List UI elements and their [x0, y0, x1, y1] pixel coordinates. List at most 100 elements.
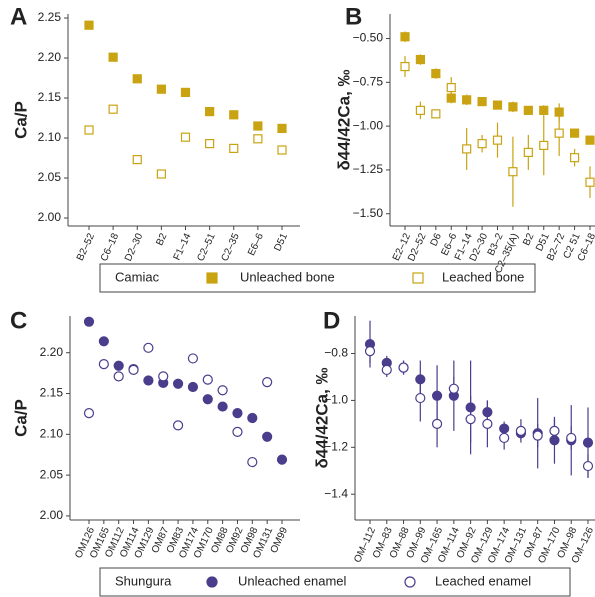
point — [187, 353, 199, 364]
point — [431, 418, 443, 429]
point — [232, 426, 243, 437]
y-tick-label: 2.20 — [38, 50, 62, 64]
point — [582, 437, 594, 448]
x-tick-label: C6–18 — [99, 231, 122, 263]
point — [569, 153, 580, 163]
point — [205, 106, 215, 117]
y-tick-label: 2.20 — [40, 345, 64, 359]
point — [585, 135, 595, 145]
point — [180, 87, 191, 98]
point — [84, 125, 94, 135]
point — [108, 52, 118, 62]
point — [492, 100, 503, 110]
legend-box — [99, 263, 536, 293]
point — [113, 360, 124, 371]
point — [477, 97, 487, 107]
point — [515, 425, 527, 436]
panel-label: C — [10, 307, 27, 334]
y-axis-label: Ca/P — [11, 101, 30, 139]
point — [462, 95, 472, 105]
x-tick-label: D51 — [272, 231, 290, 253]
y-tick-label: −1.00 — [353, 118, 384, 132]
legend-label: Unleached enamel — [238, 573, 347, 588]
y-tick-label: 2.10 — [38, 130, 62, 144]
y-tick-label: 2.15 — [38, 90, 62, 104]
point — [477, 139, 487, 149]
point — [462, 144, 472, 154]
panel-label: B — [345, 3, 362, 30]
point — [585, 177, 595, 187]
legend-marker — [206, 272, 218, 284]
point — [566, 432, 577, 444]
point — [549, 425, 560, 436]
y-tick-label: −0.50 — [353, 31, 384, 45]
point — [262, 376, 273, 388]
point — [508, 167, 518, 177]
point — [523, 105, 533, 115]
legend-marker — [206, 576, 218, 588]
point — [247, 412, 258, 424]
point — [554, 128, 564, 138]
point — [84, 20, 94, 30]
point — [143, 342, 154, 353]
point — [247, 456, 258, 468]
legend-label: Leached enamel — [435, 573, 531, 588]
y-axis-label: δ44/42Ca, ‰ — [312, 367, 331, 468]
point — [156, 84, 166, 94]
point — [492, 135, 503, 145]
x-tick-label: B2–52 — [75, 231, 97, 262]
x-tick-label: B2 — [521, 231, 536, 247]
point — [128, 364, 139, 375]
point — [277, 145, 287, 155]
point — [98, 359, 109, 370]
point — [398, 362, 409, 373]
point — [229, 143, 239, 153]
point — [523, 147, 533, 158]
point — [539, 105, 549, 115]
point — [431, 109, 441, 119]
legend-marker — [412, 272, 424, 284]
point — [202, 374, 213, 385]
legend-marker — [404, 576, 416, 588]
point — [253, 121, 263, 131]
y-tick-label: −1.25 — [353, 162, 384, 176]
point — [132, 74, 142, 84]
point — [508, 102, 518, 112]
x-tick-label: B2 — [154, 231, 169, 247]
point — [532, 430, 543, 441]
point — [539, 140, 549, 151]
y-tick-label: 2.25 — [38, 10, 62, 24]
point — [83, 316, 95, 327]
point — [431, 390, 443, 401]
point — [582, 460, 594, 472]
point — [202, 394, 213, 405]
y-tick-label: −0.8 — [324, 346, 348, 360]
y-tick-label: 2.00 — [40, 508, 64, 522]
legend-label: Leached bone — [442, 269, 524, 284]
point — [400, 61, 410, 72]
point — [446, 82, 456, 93]
point — [172, 378, 184, 389]
y-tick-label: 2.05 — [40, 467, 64, 481]
point — [569, 128, 580, 138]
point — [156, 169, 166, 179]
point — [381, 364, 392, 376]
panel-label: A — [10, 3, 27, 30]
panel-label: D — [323, 307, 340, 334]
point — [482, 418, 493, 429]
point — [262, 431, 273, 442]
x-tick-label: D2–30 — [123, 231, 146, 263]
point — [98, 336, 109, 347]
point — [415, 392, 426, 404]
point — [253, 134, 263, 144]
point — [205, 139, 215, 149]
point — [276, 454, 288, 465]
point — [143, 375, 154, 386]
x-tick-label: C2–51 — [195, 231, 218, 263]
x-tick-label: F1–14 — [172, 231, 194, 262]
point — [108, 104, 118, 114]
point — [83, 408, 95, 419]
point — [158, 371, 169, 382]
point — [232, 408, 243, 419]
